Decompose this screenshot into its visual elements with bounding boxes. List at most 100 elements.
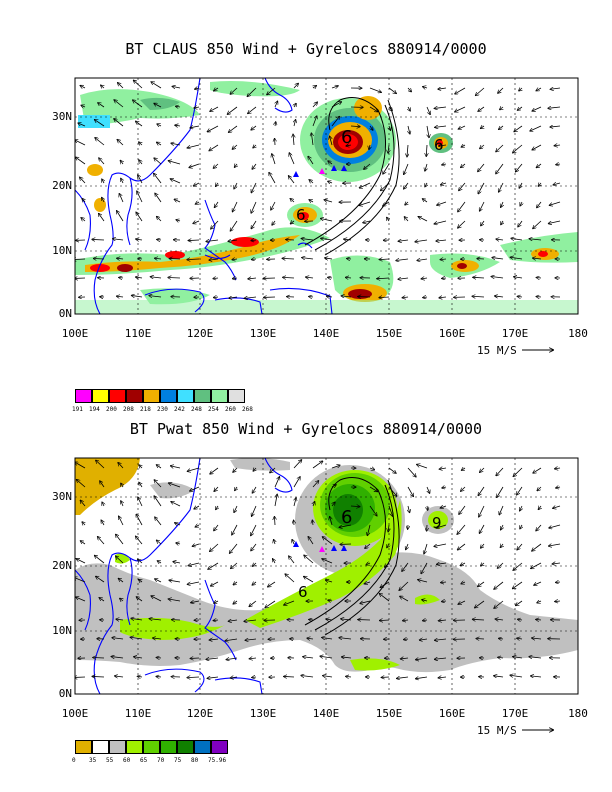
wind-vector xyxy=(93,657,105,658)
wind-vector xyxy=(96,576,105,583)
wind-vector xyxy=(233,278,238,279)
wind-vector xyxy=(494,581,504,589)
panel2-lat-label: 20N xyxy=(52,559,72,572)
wind-vector xyxy=(75,462,86,469)
wind-vector xyxy=(439,468,447,469)
wind-vector xyxy=(501,524,503,530)
wind-vector xyxy=(187,467,200,471)
wind-vector xyxy=(248,106,257,113)
wind-vector xyxy=(226,658,238,660)
wind-vector xyxy=(274,540,275,545)
wind-vector xyxy=(415,240,428,242)
panel2-lat-label: 10N xyxy=(52,624,72,637)
wind-vector xyxy=(139,142,142,145)
wind-vector xyxy=(388,486,397,496)
wind-vector xyxy=(427,486,430,493)
wind-vector xyxy=(138,559,143,564)
svg-text:6: 6 xyxy=(434,136,444,154)
wind-vector xyxy=(407,467,416,477)
wind-vector xyxy=(121,483,123,487)
wind-vector xyxy=(116,534,124,545)
wind-vector xyxy=(190,126,200,128)
wind-vector xyxy=(210,467,219,474)
wind-vector xyxy=(207,677,219,678)
wind-vector xyxy=(251,240,257,241)
wind-vector xyxy=(510,257,523,259)
wind-vector xyxy=(302,239,314,240)
wind-vector xyxy=(494,600,504,608)
wind-vector xyxy=(383,163,390,174)
wind-vector xyxy=(436,524,447,528)
wind-vector xyxy=(461,163,466,167)
wind-vector xyxy=(520,201,522,206)
wind-vector xyxy=(365,543,371,548)
panel2-colorbar-label: 80 xyxy=(191,757,199,764)
wind-vector xyxy=(155,193,162,203)
panel1-wind-vectors xyxy=(75,80,561,298)
wind-vector xyxy=(76,597,86,602)
panel2-colorbar-label: 75.96 xyxy=(208,757,227,764)
wind-vector xyxy=(350,506,360,507)
panel2-colorbar-label: 0 xyxy=(72,757,76,764)
wind-vector xyxy=(139,465,142,468)
wind-vector xyxy=(289,176,295,184)
panel1-colorbar-swatch xyxy=(75,389,92,403)
wind-vector xyxy=(192,544,200,546)
wind-vector xyxy=(555,468,561,469)
panel2-lon-label: 160E xyxy=(438,707,466,720)
wind-vector xyxy=(116,556,124,564)
panel1-colorbar-swatch xyxy=(228,389,245,403)
wind-vector xyxy=(440,506,447,508)
wind-vector xyxy=(153,638,162,639)
wind-vector xyxy=(214,297,219,298)
panel1-colorbar-swatch xyxy=(126,389,143,403)
wind-vector xyxy=(252,505,257,516)
wind-vector xyxy=(80,86,86,88)
wind-vector xyxy=(117,140,124,146)
wind-vector xyxy=(331,465,340,469)
wind-vector xyxy=(434,107,447,108)
wind-vector xyxy=(322,637,333,639)
wind-vector xyxy=(138,175,143,184)
wind-vector xyxy=(244,620,257,621)
wind-vector xyxy=(364,163,371,169)
wind-vector xyxy=(99,598,105,602)
wind-vector xyxy=(342,657,352,658)
wind-vector xyxy=(275,101,277,108)
wind-vector xyxy=(169,580,181,582)
wind-vector xyxy=(213,620,219,621)
panel2-frame xyxy=(74,457,579,695)
wind-vector xyxy=(495,296,504,297)
wind-vector xyxy=(549,544,561,546)
wind-vector xyxy=(461,582,466,584)
wind-vector xyxy=(209,639,219,640)
wind-vector xyxy=(518,220,523,227)
wind-vector xyxy=(176,543,181,544)
wind-vector xyxy=(195,88,200,89)
wind-vector xyxy=(274,477,279,488)
wind-vector xyxy=(275,494,277,507)
wind-vector xyxy=(459,505,466,514)
wind-vector xyxy=(380,594,390,602)
wind-vector xyxy=(548,107,561,108)
panel1-colorbar-swatch xyxy=(92,389,109,403)
panel2-colorbar-label: 65 xyxy=(140,757,148,764)
panel2-lon-label: 110E xyxy=(124,707,152,720)
wind-vector xyxy=(134,80,143,89)
wind-vector xyxy=(230,87,238,94)
wind-vector xyxy=(284,676,295,677)
wind-vector xyxy=(234,182,238,189)
panel2-lon-label: 140E xyxy=(312,707,340,720)
wind-vector xyxy=(556,487,561,488)
wind-vector xyxy=(426,144,427,156)
wind-vector xyxy=(268,581,276,587)
wind-vector xyxy=(229,297,238,298)
wind-vector xyxy=(478,486,485,495)
wind-vector xyxy=(170,179,181,184)
wind-vector xyxy=(457,524,466,534)
panel2-grid xyxy=(75,458,578,694)
svg-text:6: 6 xyxy=(341,127,352,148)
wind-vector xyxy=(476,87,485,95)
wind-vector xyxy=(439,145,447,146)
wind-vector xyxy=(533,220,542,228)
